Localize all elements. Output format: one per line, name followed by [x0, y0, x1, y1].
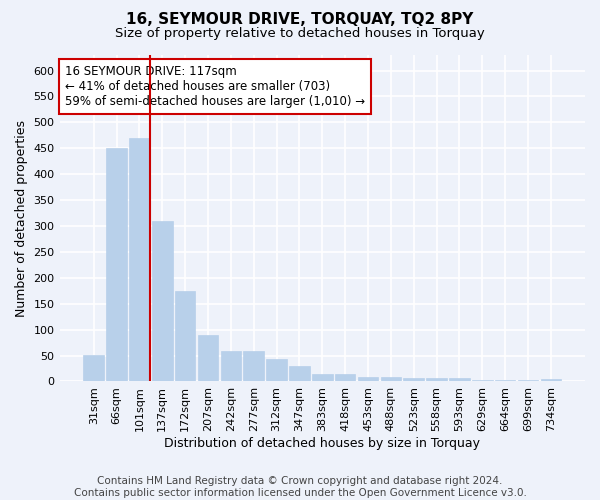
Bar [152, 221, 173, 382]
Bar [129, 138, 150, 382]
Bar [426, 378, 447, 382]
Bar [449, 378, 470, 382]
Bar [244, 352, 264, 382]
Bar [518, 380, 538, 382]
Bar [403, 378, 424, 382]
Bar [335, 374, 355, 382]
Text: 16 SEYMOUR DRIVE: 117sqm
← 41% of detached houses are smaller (703)
59% of semi-: 16 SEYMOUR DRIVE: 117sqm ← 41% of detach… [65, 65, 365, 108]
Text: Size of property relative to detached houses in Torquay: Size of property relative to detached ho… [115, 28, 485, 40]
Bar [541, 380, 561, 382]
Bar [358, 377, 378, 382]
Text: Contains HM Land Registry data © Crown copyright and database right 2024.
Contai: Contains HM Land Registry data © Crown c… [74, 476, 526, 498]
Bar [198, 335, 218, 382]
Bar [495, 380, 515, 382]
Bar [472, 380, 493, 382]
X-axis label: Distribution of detached houses by size in Torquay: Distribution of detached houses by size … [164, 437, 480, 450]
Bar [312, 374, 332, 382]
Bar [175, 291, 196, 382]
Bar [106, 148, 127, 382]
Bar [380, 377, 401, 382]
Bar [83, 354, 104, 382]
Bar [266, 359, 287, 382]
Bar [221, 352, 241, 382]
Bar [289, 366, 310, 382]
Text: 16, SEYMOUR DRIVE, TORQUAY, TQ2 8PY: 16, SEYMOUR DRIVE, TORQUAY, TQ2 8PY [127, 12, 473, 28]
Y-axis label: Number of detached properties: Number of detached properties [15, 120, 28, 316]
